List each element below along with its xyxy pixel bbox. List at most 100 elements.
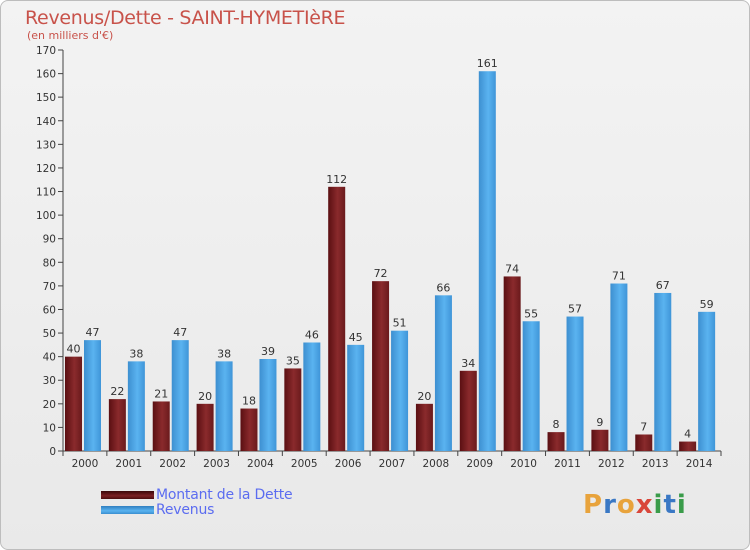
x-tick-label: 2014 <box>686 458 713 470</box>
legend-swatch-debt <box>101 490 154 499</box>
data-label-debt-2007: 72 <box>374 267 388 280</box>
bar-revenue-2014 <box>698 311 716 451</box>
y-tick-label: 90 <box>43 234 56 246</box>
bar-debt-2013 <box>635 434 653 451</box>
chart-subtitle: (en milliers d'€) <box>27 29 114 42</box>
legend-swatch-revenue <box>101 505 154 514</box>
bar-revenue-2001 <box>127 361 145 451</box>
bar-debt-2008 <box>415 403 433 451</box>
y-tick-label: 120 <box>36 163 56 175</box>
data-label-revenue-2001: 38 <box>129 347 143 360</box>
data-label-revenue-2004: 39 <box>261 345 275 358</box>
data-label-debt-2008: 20 <box>417 390 431 403</box>
bar-debt-2005 <box>284 368 302 451</box>
x-tick-label: 2002 <box>159 458 186 470</box>
data-label-revenue-2010: 55 <box>524 307 538 320</box>
data-label-debt-2009: 34 <box>461 357 475 370</box>
brand-letter: i <box>676 490 687 520</box>
data-label-revenue-2014: 59 <box>700 298 714 311</box>
legend-item-debt: Montant de la Dette <box>101 486 293 503</box>
bar-debt-2014 <box>679 441 697 451</box>
bar-debt-2002 <box>152 401 170 451</box>
y-tick-label: 140 <box>36 116 56 128</box>
data-label-debt-2004: 18 <box>242 395 256 408</box>
data-label-revenue-2000: 47 <box>86 326 100 339</box>
x-tick-label: 2006 <box>335 458 362 470</box>
legend-label-revenue: Revenus <box>156 501 215 518</box>
x-tick-label: 2010 <box>510 458 537 470</box>
y-tick-label: 20 <box>43 399 56 411</box>
y-tick-label: 40 <box>43 352 56 364</box>
data-label-revenue-2008: 66 <box>436 281 450 294</box>
y-tick-label: 130 <box>36 139 56 151</box>
chart-title: Revenus/Dette - SAINT-HYMETIèRE <box>25 7 346 29</box>
x-tick-label: 2005 <box>291 458 318 470</box>
x-tick-label: 2000 <box>72 458 99 470</box>
y-tick-label: 30 <box>43 375 56 387</box>
bar-debt-2006 <box>328 186 346 451</box>
x-tick-label: 2013 <box>642 458 669 470</box>
data-label-revenue-2009: 161 <box>477 57 498 70</box>
legend: Montant de la Dette Revenus <box>101 486 293 518</box>
brand-letter: i <box>653 490 664 520</box>
data-label-revenue-2006: 45 <box>349 331 363 344</box>
y-tick-label: 150 <box>36 92 56 104</box>
bar-debt-2000 <box>65 356 82 451</box>
data-label-revenue-2005: 46 <box>305 328 319 341</box>
brand-letter: t <box>663 490 677 520</box>
data-label-debt-2012: 9 <box>596 416 603 429</box>
data-label-debt-2013: 7 <box>640 420 647 433</box>
bar-revenue-2004 <box>259 359 277 451</box>
y-tick-label: 170 <box>36 45 56 57</box>
bar-revenue-2000 <box>84 340 101 451</box>
y-tick-label: 80 <box>43 257 56 269</box>
y-tick-label: 70 <box>43 281 56 293</box>
data-label-revenue-2007: 51 <box>393 317 407 330</box>
bar-debt-2009 <box>459 370 477 451</box>
y-tick-label: 50 <box>43 328 56 340</box>
data-label-debt-2011: 8 <box>553 418 560 431</box>
bar-revenue-2010 <box>522 321 540 451</box>
data-label-debt-2002: 21 <box>154 387 168 400</box>
x-tick-label: 2012 <box>598 458 625 470</box>
x-tick-label: 2011 <box>554 458 581 470</box>
data-label-revenue-2013: 67 <box>656 279 670 292</box>
bar-debt-2001 <box>108 399 126 451</box>
data-label-revenue-2011: 57 <box>568 303 582 316</box>
bar-revenue-2008 <box>434 295 452 451</box>
y-tick-label: 110 <box>36 187 56 199</box>
bar-revenue-2002 <box>171 340 189 451</box>
bar-revenue-2011 <box>566 316 584 451</box>
data-label-revenue-2003: 38 <box>217 347 231 360</box>
bar-revenue-2007 <box>391 330 409 451</box>
x-tick-label: 2004 <box>247 458 274 470</box>
data-label-debt-2003: 20 <box>198 390 212 403</box>
bar-revenue-2012 <box>610 283 628 451</box>
brand-letter: r <box>603 490 617 520</box>
data-label-revenue-2012: 71 <box>612 270 626 283</box>
bar-revenue-2003 <box>215 361 233 451</box>
data-label-debt-2000: 40 <box>67 343 81 356</box>
bar-revenue-2006 <box>347 344 365 451</box>
x-tick-label: 2003 <box>203 458 230 470</box>
bar-debt-2012 <box>591 429 609 451</box>
data-label-debt-2001: 22 <box>110 385 124 398</box>
data-label-debt-2005: 35 <box>286 354 300 367</box>
legend-item-revenue: Revenus <box>101 501 292 518</box>
data-label-debt-2006: 112 <box>326 173 347 186</box>
legend-label-debt: Montant de la Dette <box>156 486 293 503</box>
bar-debt-2010 <box>503 276 521 451</box>
y-tick-label: 60 <box>43 304 56 316</box>
bar-debt-2011 <box>547 432 565 451</box>
brand-letter: o <box>616 490 636 520</box>
data-label-revenue-2002: 47 <box>173 326 187 339</box>
brand-letter: x <box>635 490 654 520</box>
bars-group <box>65 71 716 452</box>
x-tick-label: 2007 <box>379 458 406 470</box>
y-tick-label: 10 <box>43 422 56 434</box>
bar-debt-2003 <box>196 403 214 451</box>
y-tick-label: 0 <box>49 446 56 458</box>
